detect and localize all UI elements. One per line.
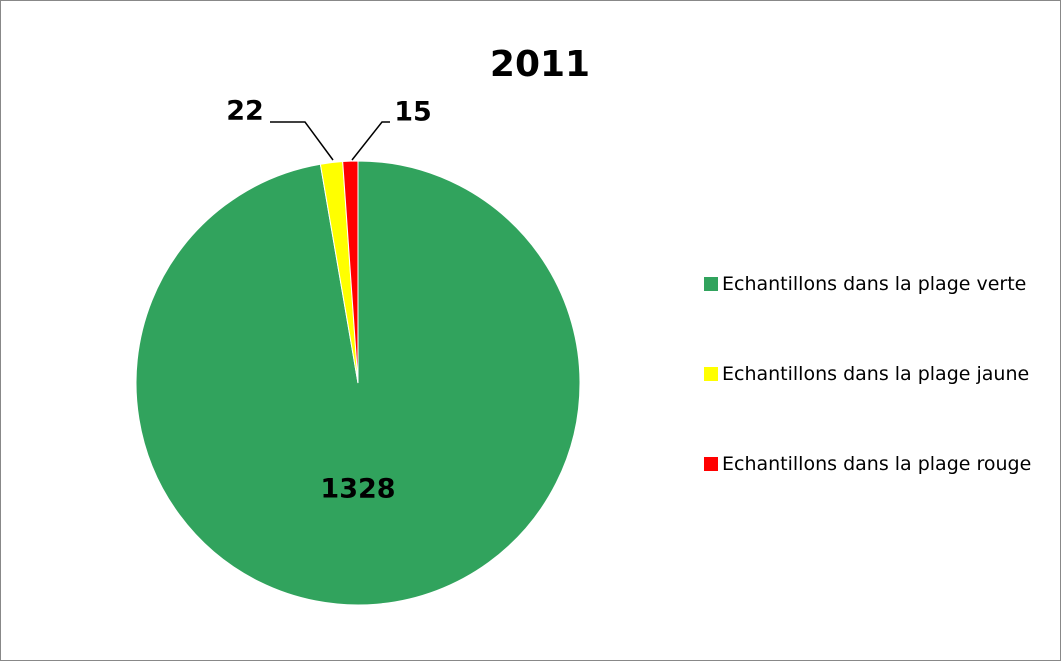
pie-slice xyxy=(342,160,359,384)
data-label: 22 xyxy=(226,96,264,127)
legend-label: Echantillons dans la plage jaune xyxy=(722,363,1030,385)
legend-label: Echantillons dans la plage rouge xyxy=(722,453,1032,475)
legend-marker xyxy=(704,277,718,291)
leader-line xyxy=(270,121,334,161)
data-label: 1328 xyxy=(320,474,395,505)
legend-label: Echantillons dans la plage verte xyxy=(722,273,1027,295)
pie-slice xyxy=(135,160,581,606)
chart-title: 2011 xyxy=(490,44,590,85)
legend-marker xyxy=(704,367,718,381)
leader-line xyxy=(351,121,390,161)
data-label: 15 xyxy=(394,97,432,128)
legend-marker xyxy=(704,457,718,471)
